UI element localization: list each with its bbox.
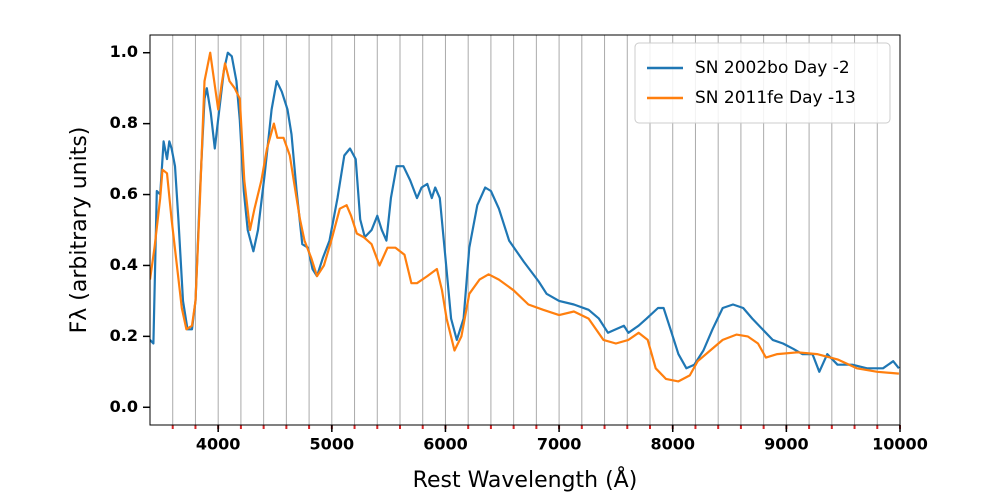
series-line [150,51,899,383]
x-axis-label: Rest Wavelength (Å) [413,466,638,493]
series-line [150,51,900,373]
legend-box [634,42,891,124]
y-tick-label: 0.4 [110,255,138,274]
x-tick-label: 8000 [650,435,695,454]
x-tick-label: 5000 [310,435,355,454]
x-tick-label: 4000 [196,435,241,454]
x-tick-label: 9000 [764,435,809,454]
legend-label: SN 2011fe Day -13 [695,88,856,108]
x-tick-label: 7000 [537,435,582,454]
x-tick-label: 10000 [872,435,928,454]
plot-frame [149,34,901,426]
y-tick-label: 0.6 [110,184,138,203]
x-tick-label: 6000 [423,435,468,454]
y-tick-label: 0.0 [110,397,138,416]
y-axis-label: Fλ (arbitrary units) [67,127,92,334]
y-tick-label: 1.0 [110,42,138,61]
legend-label: SN 2002bo Day -2 [695,58,850,78]
y-tick-label: 0.2 [110,326,138,345]
y-tick-label: 0.8 [110,113,138,132]
